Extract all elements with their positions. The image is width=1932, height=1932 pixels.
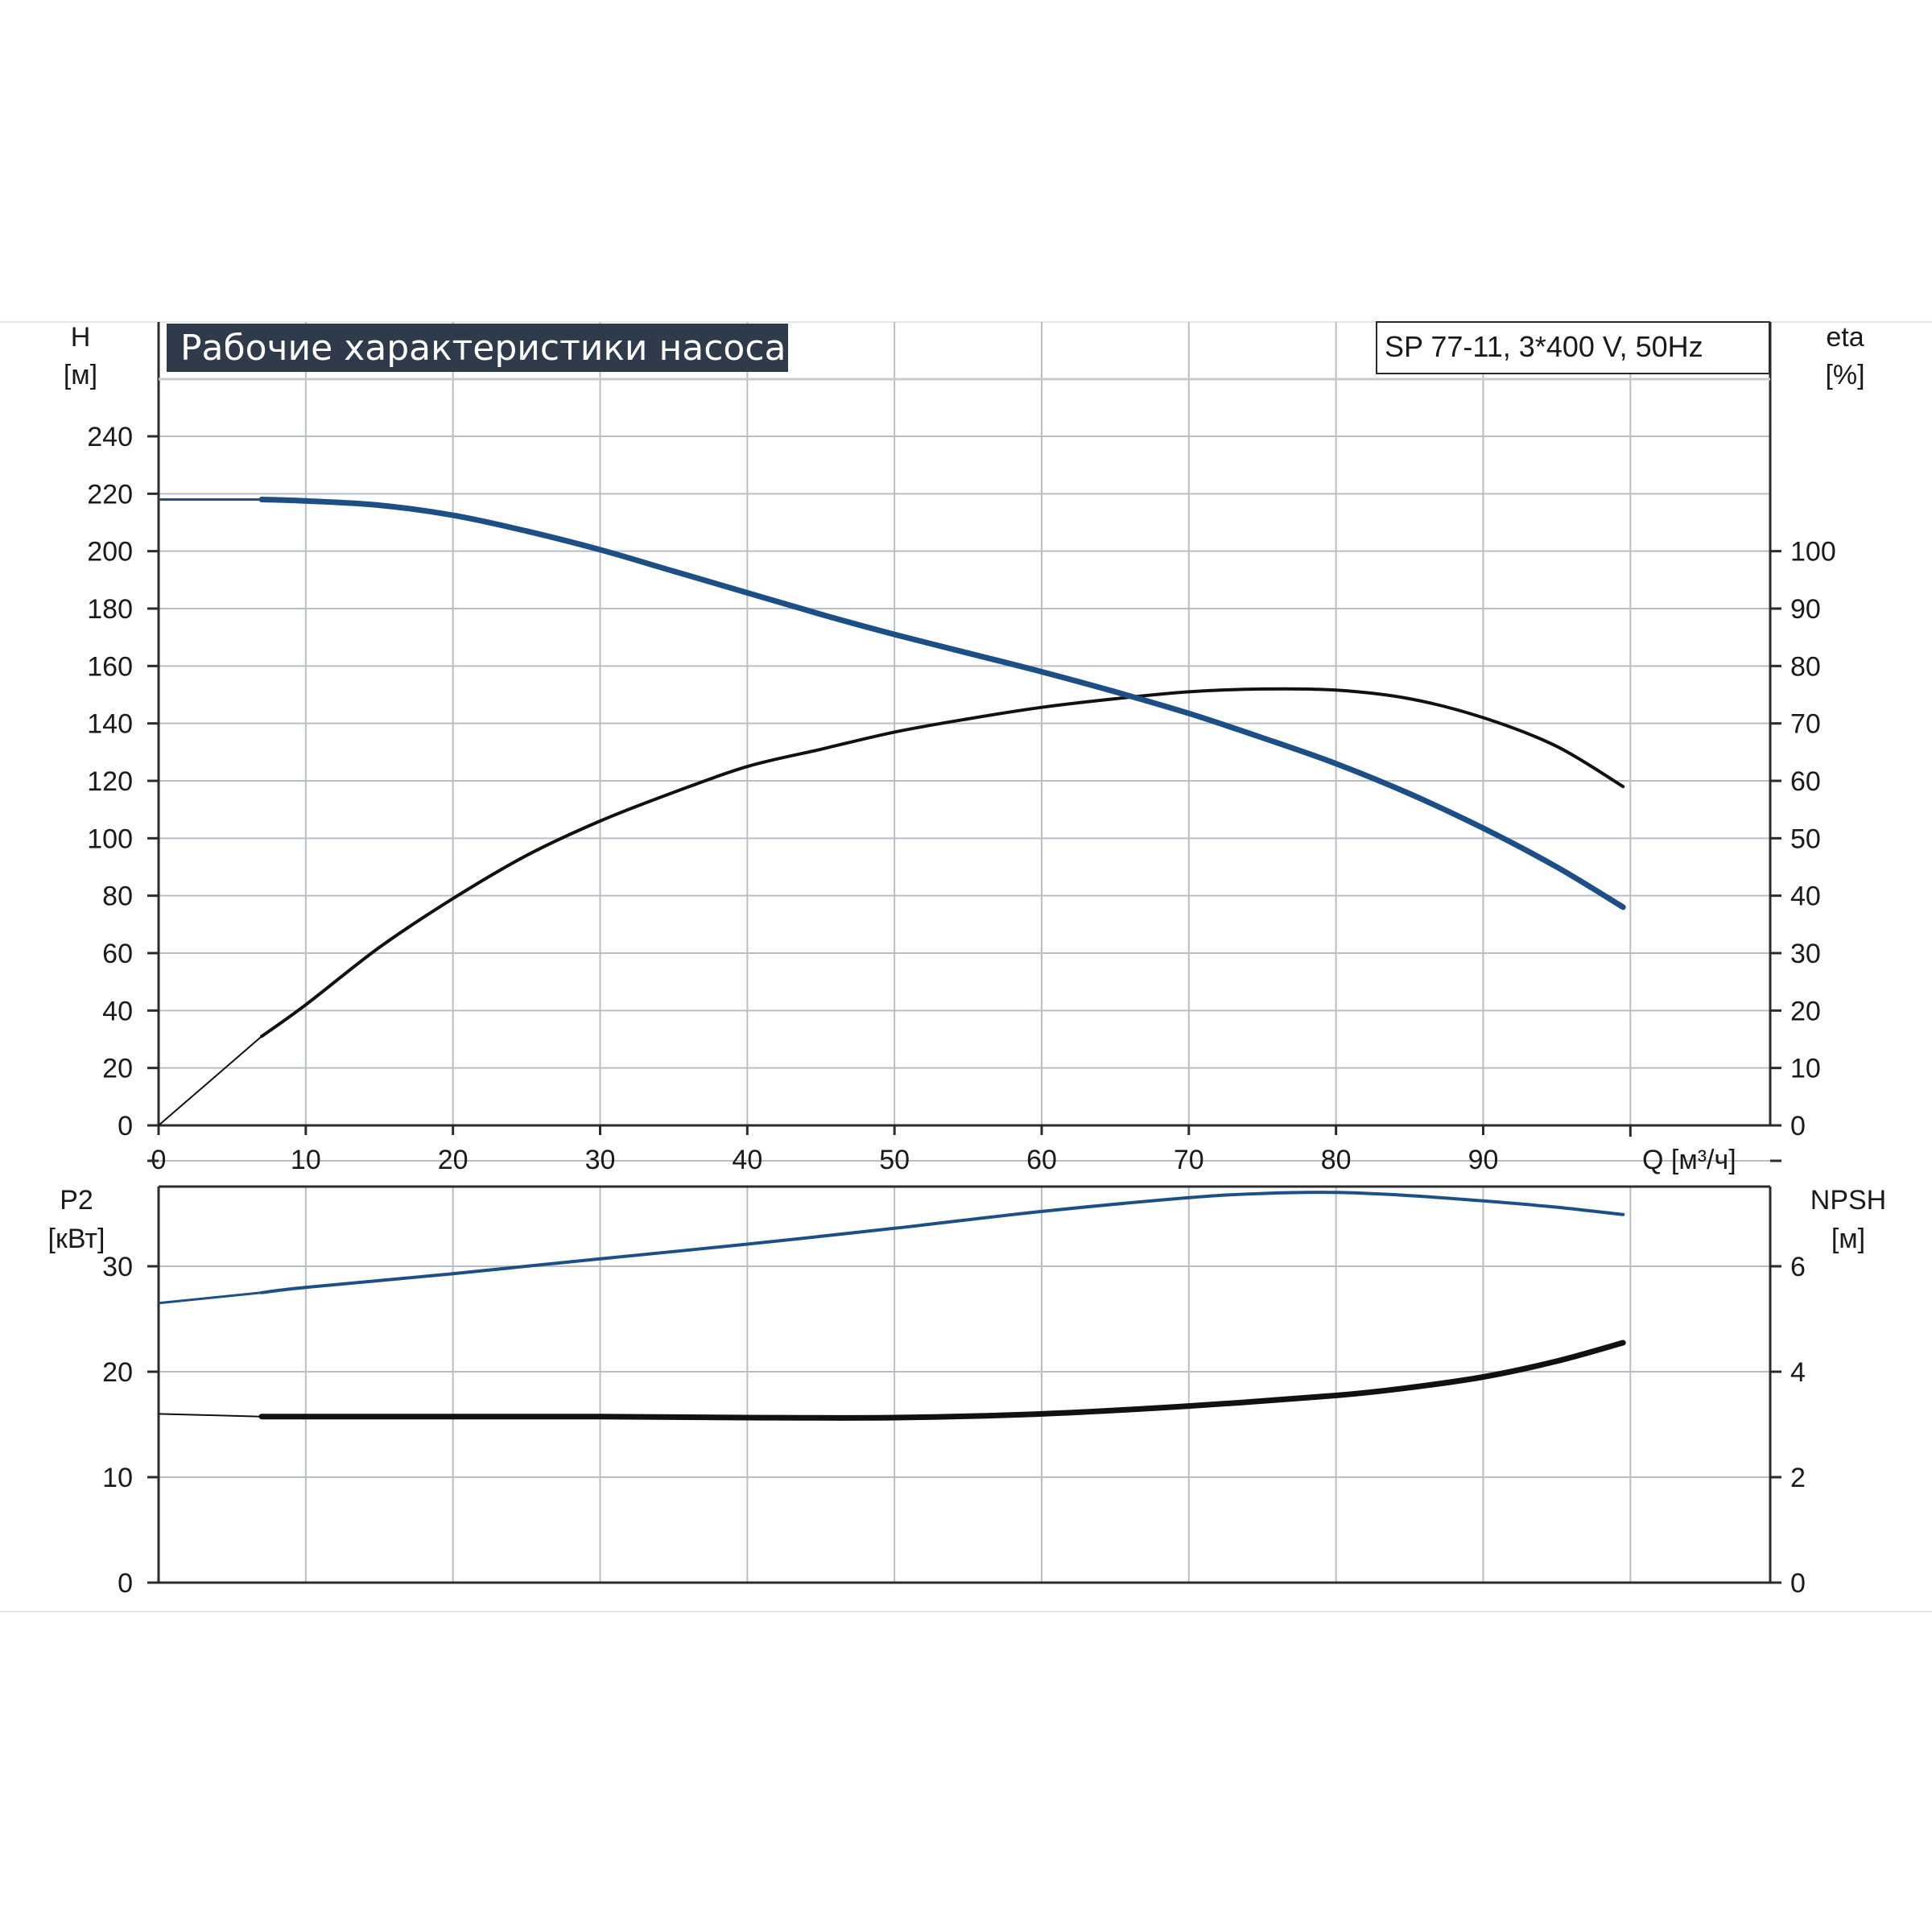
- x-axis-title-q: Q [м³/ч]: [1642, 1145, 1736, 1175]
- q-tick-label: 40: [732, 1145, 762, 1175]
- head-curve: [258, 497, 1626, 910]
- q-tick-label: 50: [879, 1145, 910, 1175]
- bottom-panel-ticks: 0 10 20 30 0 2 4 6: [102, 1159, 1806, 1599]
- q-tick-label: 80: [1321, 1145, 1352, 1175]
- eta-tick-label: 100: [1790, 537, 1836, 568]
- p2-tick-label: 0: [118, 1568, 133, 1599]
- y2-axis-title-eta: eta: [1826, 322, 1864, 353]
- npsh-curve: [258, 1340, 1626, 1421]
- h-tick-label: 220: [87, 479, 133, 510]
- h-tick-label: 160: [87, 651, 133, 682]
- npsh-tick-label: 6: [1790, 1252, 1806, 1282]
- q-tick-label: 90: [1468, 1145, 1499, 1175]
- model-label: SP 77-11, 3*400 V, 50Hz: [1385, 330, 1703, 363]
- eta-tick-label: 20: [1790, 996, 1821, 1026]
- y2-axis-unit-npsh: [м]: [1831, 1224, 1865, 1254]
- h-tick-label: 100: [87, 824, 133, 854]
- y-axis-title-h: H: [71, 322, 91, 353]
- eta-tick-label: 10: [1790, 1054, 1821, 1084]
- q-tick-label: 30: [585, 1145, 616, 1175]
- eta-tick-label: 90: [1790, 594, 1821, 625]
- power-curve-leadin: [158, 1291, 262, 1305]
- h-tick-label: 40: [102, 996, 133, 1026]
- y-axis-unit-p2: [кВт]: [48, 1224, 105, 1254]
- y-axis-title-p2: P2: [60, 1185, 93, 1216]
- npsh-curve-leadin: [158, 1413, 262, 1418]
- eta-tick-label: 40: [1790, 881, 1821, 912]
- bottom-panel-grid: [159, 1160, 1770, 1583]
- h-tick-label: 200: [87, 537, 133, 568]
- p2-tick-label: 20: [102, 1357, 133, 1388]
- eta-tick-label: 0: [1790, 1111, 1806, 1141]
- efficiency-curve: [260, 687, 1625, 1038]
- y-axis-unit-h: [м]: [64, 360, 97, 390]
- h-tick-label: 80: [102, 881, 133, 912]
- y2-axis-unit-eta: [%]: [1825, 360, 1864, 390]
- y2-axis-title-npsh: NPSH: [1810, 1185, 1886, 1216]
- h-tick-label: 60: [102, 939, 133, 969]
- model-box: [1376, 321, 1770, 374]
- q-tick-label: 60: [1026, 1145, 1057, 1175]
- efficiency-curve-leadin: [158, 1035, 262, 1126]
- npsh-tick-label: 4: [1790, 1357, 1806, 1388]
- chart-title: Рабочие характеристики насоса: [180, 328, 786, 369]
- q-tick-label: 70: [1174, 1145, 1204, 1175]
- h-tick-label: 140: [87, 709, 133, 740]
- eta-tick-label: 70: [1790, 709, 1821, 740]
- top-panel-ticks: 0 20 40 60 80 100 120 140 160 180 200 220 240 0 10 20 30…: [87, 422, 1835, 1175]
- eta-tick-label: 80: [1790, 651, 1821, 682]
- h-tick-label: 240: [87, 422, 133, 452]
- q-tick-label: 20: [438, 1145, 469, 1175]
- power-curve: [260, 1191, 1625, 1294]
- h-tick-label: 180: [87, 594, 133, 625]
- h-tick-label: 0: [118, 1111, 133, 1141]
- eta-tick-label: 30: [1790, 939, 1821, 969]
- eta-tick-label: 60: [1790, 766, 1821, 797]
- h-tick-label: 20: [102, 1054, 133, 1084]
- npsh-tick-label: 2: [1790, 1463, 1806, 1493]
- h-tick-label: 120: [87, 766, 133, 797]
- curves: [158, 497, 1626, 1421]
- chart-title-badge: [167, 324, 788, 372]
- npsh-tick-label: 0: [1790, 1568, 1806, 1599]
- q-tick-label: 10: [291, 1145, 321, 1175]
- p2-tick-label: 30: [102, 1252, 133, 1282]
- top-panel-grid: [159, 322, 1770, 1125]
- eta-tick-label: 50: [1790, 824, 1821, 854]
- p2-tick-label: 10: [102, 1463, 133, 1493]
